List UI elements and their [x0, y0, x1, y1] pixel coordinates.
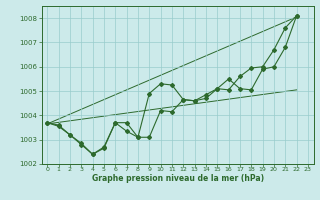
X-axis label: Graphe pression niveau de la mer (hPa): Graphe pression niveau de la mer (hPa) [92, 174, 264, 183]
